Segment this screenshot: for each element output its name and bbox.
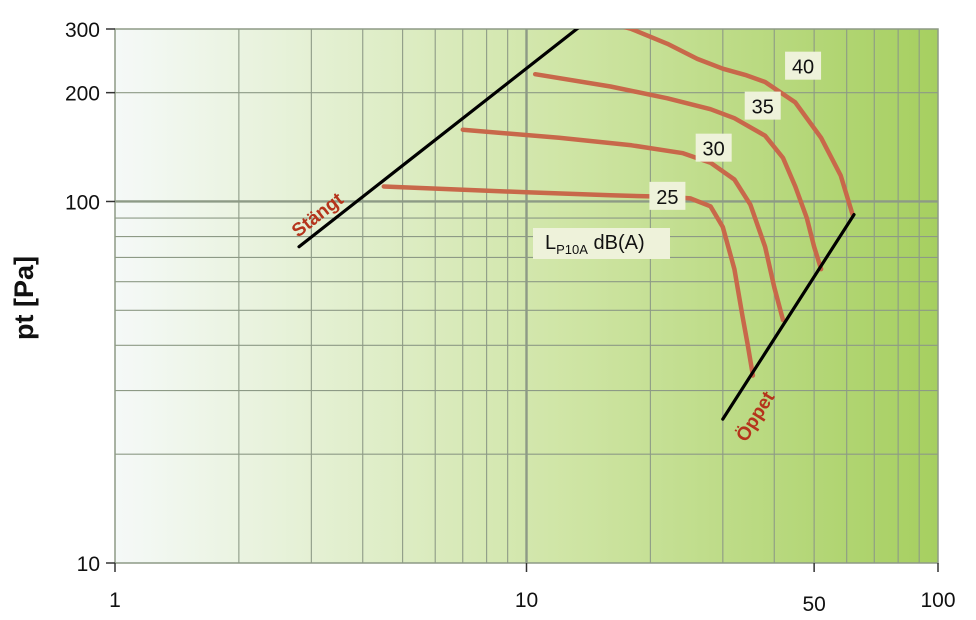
series-line-35 <box>532 71 824 272</box>
x-tick-label-1: 1 <box>109 589 121 612</box>
x-tick-label-100: 100 <box>920 589 955 612</box>
y-tick-label-10: 10 <box>77 553 100 576</box>
curve-label-box <box>649 181 686 210</box>
limit-line-closed <box>297 29 580 249</box>
axes: 1 10 50 100 10 100 200 300 pt [Pa] <box>9 19 956 616</box>
annotation-box <box>533 228 670 259</box>
y-tick-label-200: 200 <box>65 83 100 106</box>
gridlines <box>115 29 938 563</box>
series-line-30 <box>460 127 786 323</box>
annotation-lp10a: LP10A dB(A) <box>545 232 645 257</box>
curve-label-box <box>744 91 781 120</box>
series-line-25 <box>381 184 756 378</box>
curve-label-box <box>785 51 822 80</box>
y-tick-label-100: 100 <box>65 191 100 214</box>
limit-line-open <box>721 213 856 421</box>
curve-label-box <box>695 133 732 162</box>
y-tick-label-300: 300 <box>65 19 100 42</box>
curve-label-35: 35 <box>752 97 774 119</box>
x-tick-label-10: 10 <box>515 589 538 612</box>
curve-label-25: 25 <box>656 187 678 209</box>
x-tick-label-50: 50 <box>802 593 825 616</box>
y-axis-label: pt [Pa] <box>9 256 39 340</box>
curves <box>297 29 856 421</box>
curve-label-30: 30 <box>703 139 725 161</box>
series-line-40 <box>623 29 855 217</box>
curve-label-40: 40 <box>792 57 814 79</box>
